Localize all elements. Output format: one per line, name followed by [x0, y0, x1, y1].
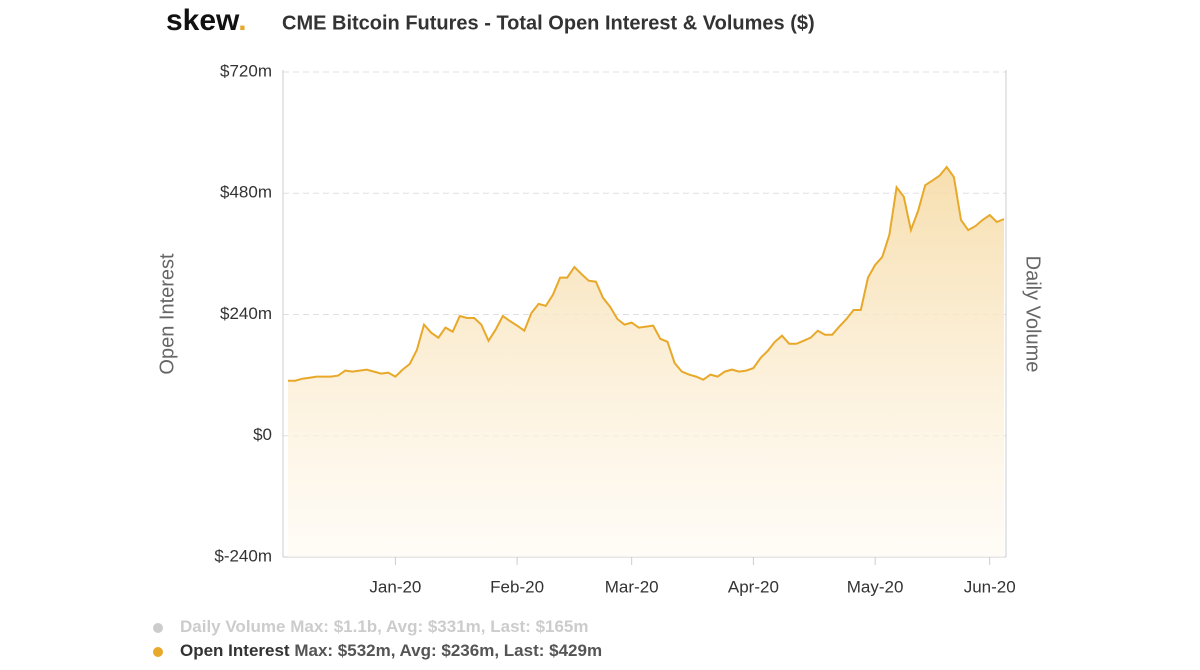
chart-title: CME Bitcoin Futures - Total Open Interes…	[282, 12, 815, 34]
legend-name: Open Interest	[180, 641, 290, 660]
y-tick-label: $-240m	[214, 546, 272, 565]
x-tick-label: Jun-20	[964, 577, 1016, 596]
x-tick-label: Feb-20	[490, 577, 544, 596]
y-axis-title: Open Interest	[156, 253, 178, 375]
y-tick-label: $720m	[220, 61, 272, 80]
x-tick-label: May-20	[847, 577, 904, 596]
legend-marker	[153, 647, 163, 657]
line	[288, 165, 1005, 382]
legend-stats: Max: $532m, Avg: $236m, Last: $429m	[294, 641, 602, 660]
legend-item: Daily Volume Max: $1.1b, Avg: $331m, Las…	[180, 617, 589, 636]
y-tick-label: $0	[253, 425, 272, 444]
legend-marker	[153, 623, 163, 633]
legend-item: Open Interest Max: $532m, Avg: $236m, La…	[180, 641, 602, 660]
x-tick-label: Jan-20	[369, 577, 421, 596]
legend-name: Daily Volume	[180, 617, 286, 636]
legend-stats: Max: $1.1b, Avg: $331m, Last: $165m	[290, 617, 588, 636]
area	[288, 167, 1004, 557]
x-tick-label: Apr-20	[728, 577, 779, 596]
y2-axis-title: Daily Volume	[1022, 256, 1044, 373]
brand: skew.	[166, 4, 247, 37]
y-tick-label: $240m	[220, 304, 272, 323]
y-tick-label: $480m	[220, 183, 272, 202]
x-tick-label: Mar-20	[605, 577, 659, 596]
